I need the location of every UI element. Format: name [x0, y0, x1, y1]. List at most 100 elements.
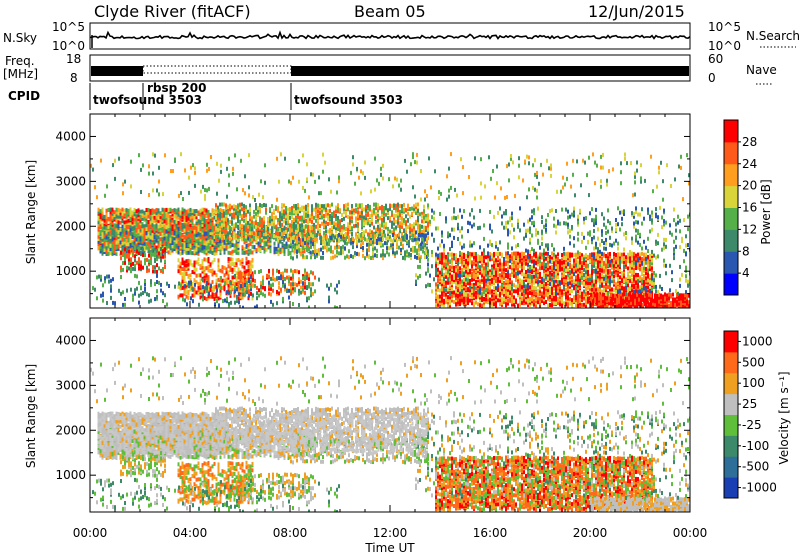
power-cell — [499, 265, 501, 269]
power-cell — [194, 268, 196, 272]
nsky-strip: N.Sky 10^5 10^0 10^5 10^0 N.Search — [3, 20, 800, 53]
power-cell — [156, 208, 158, 212]
power-cell — [481, 252, 483, 256]
power-cell — [168, 250, 170, 254]
power-cell — [100, 209, 102, 213]
power-cell — [398, 246, 400, 250]
power-cell — [515, 285, 517, 289]
power-cell — [158, 225, 160, 229]
power-cell — [537, 297, 539, 301]
power-cell — [517, 252, 519, 256]
power-cell — [300, 248, 302, 252]
power-cell — [349, 210, 351, 214]
power-cell — [170, 208, 172, 212]
power-cell — [230, 262, 232, 266]
power-cell — [134, 264, 136, 268]
nsearch-tick-high: 10^5 — [708, 20, 741, 34]
power-cell — [225, 234, 227, 238]
power-cell — [374, 253, 376, 257]
power-cell — [329, 214, 331, 218]
power-cell — [134, 254, 136, 258]
power-cell — [437, 268, 439, 272]
power-cell — [152, 208, 154, 212]
power-cell — [146, 243, 148, 247]
power-cell — [210, 241, 212, 245]
power-cell — [499, 302, 501, 306]
power-cell — [182, 249, 184, 253]
power-cell — [356, 252, 358, 256]
power-cell — [381, 229, 383, 233]
power-cell — [334, 235, 336, 239]
power-cell — [194, 261, 196, 265]
power-cell — [306, 248, 308, 252]
power-cell — [226, 278, 228, 282]
power-cell — [168, 237, 170, 241]
power-cell — [186, 225, 188, 229]
power-cell — [214, 285, 216, 289]
power-cell — [273, 209, 275, 213]
power-cell — [114, 248, 116, 252]
power-cell — [110, 224, 112, 228]
power-cell — [424, 238, 426, 242]
power-cell — [126, 225, 128, 229]
power-cell — [418, 233, 420, 237]
power-cell — [312, 250, 314, 254]
power-cell — [196, 243, 198, 247]
power-cell — [98, 208, 100, 212]
power-cell — [398, 233, 400, 237]
power-cell — [535, 252, 537, 256]
power-cell — [317, 221, 319, 225]
power-cell — [525, 255, 527, 259]
power-cell — [349, 216, 351, 220]
power-cell — [463, 253, 465, 257]
nave-tick-high: 60 — [708, 52, 723, 66]
power-cell — [469, 299, 471, 303]
power-cell — [228, 251, 230, 255]
power-cell — [216, 273, 218, 277]
power-cell — [395, 226, 397, 230]
power-cell — [499, 252, 501, 256]
power-cell — [379, 224, 381, 228]
power-cell — [217, 206, 219, 210]
power-cell — [370, 256, 372, 260]
power-cell — [126, 253, 128, 257]
power-cell — [235, 234, 237, 238]
power-cell — [120, 266, 122, 270]
power-cell — [515, 252, 517, 256]
power-cell — [253, 215, 255, 219]
power-cell — [523, 252, 525, 256]
power-cell — [275, 231, 277, 235]
power-cell — [108, 225, 110, 229]
power-cell — [289, 216, 291, 220]
power-cell — [353, 224, 355, 228]
power-cell — [376, 239, 378, 243]
power-cell — [278, 252, 280, 256]
power-cell — [533, 253, 535, 257]
power-cell — [122, 261, 124, 265]
power-cell — [250, 269, 252, 273]
power-cell — [489, 289, 491, 293]
power-cell — [190, 243, 192, 247]
power-cell — [178, 295, 180, 299]
power-cell — [126, 248, 128, 252]
power-cell — [218, 278, 220, 282]
power-cell — [204, 228, 206, 232]
power-cell — [497, 263, 499, 267]
power-cell — [335, 214, 337, 218]
power-cell — [412, 238, 414, 242]
power-cell — [361, 218, 363, 222]
power-cell — [266, 274, 268, 278]
power-cell — [130, 228, 132, 232]
power-cell — [467, 287, 469, 291]
power-cell — [164, 255, 166, 259]
power-cell — [381, 218, 383, 222]
power-cell — [214, 258, 216, 262]
power-cell — [329, 204, 331, 208]
power-cell — [280, 288, 282, 292]
power-cell — [347, 207, 349, 211]
power-cell — [372, 236, 374, 240]
power-cell — [126, 208, 128, 212]
power-cell — [232, 262, 234, 266]
power-cell — [242, 272, 244, 276]
power-cell — [202, 241, 204, 245]
